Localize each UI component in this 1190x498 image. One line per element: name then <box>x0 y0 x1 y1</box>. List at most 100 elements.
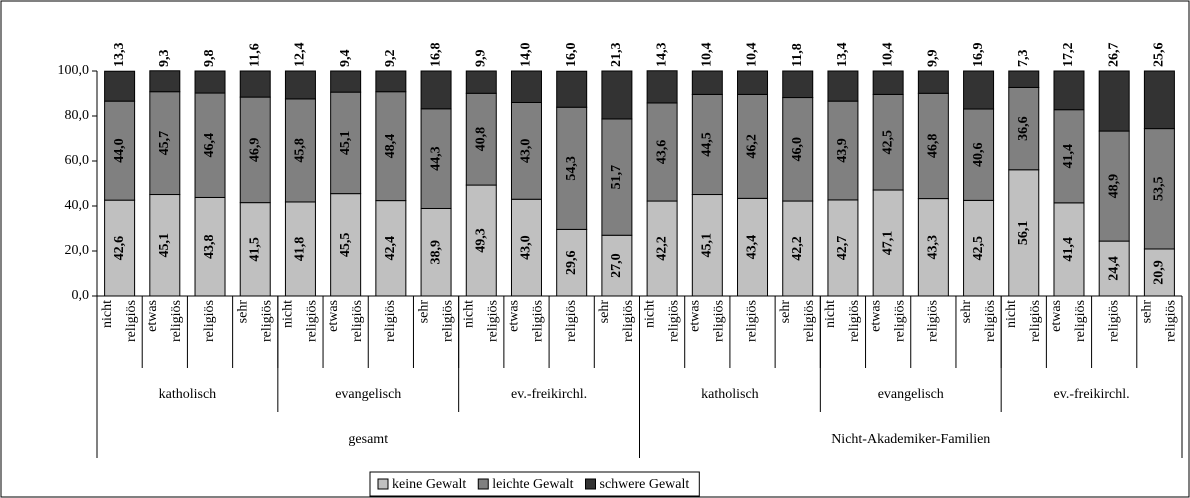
x-tick-label: religiös <box>1106 300 1121 342</box>
bar-segment <box>510 70 542 103</box>
value-label: 44,0 <box>112 138 127 163</box>
bar-segment <box>917 92 949 200</box>
bar-segment <box>420 108 452 209</box>
x-tick-label: religiös <box>983 300 998 342</box>
x-tick-label: religiös <box>350 300 365 342</box>
value-label: 47,1 <box>880 231 895 256</box>
value-label: 42,7 <box>835 236 850 261</box>
x-tick-label: nicht <box>281 300 296 328</box>
bar-segment <box>963 70 995 110</box>
bar-segment <box>601 70 633 120</box>
bar-segment <box>465 70 497 94</box>
bar-segment <box>1008 169 1040 297</box>
bar-segment <box>149 70 181 93</box>
value-label: 12,4 <box>293 43 308 68</box>
bar-segment <box>510 198 542 297</box>
bar-segment <box>872 93 904 191</box>
bar-segment <box>239 96 271 204</box>
x-tick-label: religiös <box>564 300 579 342</box>
x-tick-label: religiös <box>847 300 862 342</box>
value-label: 9,2 <box>383 50 398 68</box>
group-label: katholisch <box>701 387 759 402</box>
x-tick-label: etwas <box>507 300 522 332</box>
value-label: 41,8 <box>293 237 308 262</box>
value-label: 42,2 <box>654 236 669 261</box>
value-label: 42,2 <box>790 236 805 261</box>
value-label: 45,1 <box>338 131 353 156</box>
value-label: 46,9 <box>247 138 262 163</box>
bar-segment <box>465 184 497 297</box>
x-tick-label: religiös <box>202 300 217 342</box>
group-label: ev.-freikirchl. <box>511 387 587 402</box>
legend-swatch <box>585 478 596 490</box>
value-label: 40,8 <box>473 127 488 152</box>
value-label: 10,4 <box>745 43 760 68</box>
legend-box <box>369 471 700 497</box>
value-label: 45,7 <box>157 131 172 156</box>
bar-segment <box>1143 70 1175 130</box>
value-label: 42,4 <box>383 236 398 260</box>
bar-segment <box>420 207 452 297</box>
bar-segment <box>963 108 995 201</box>
x-tick-label: sehr <box>959 300 974 324</box>
value-label: 9,9 <box>926 50 941 68</box>
value-label: 43,6 <box>654 140 669 165</box>
bar-segment <box>239 202 271 297</box>
value-label: 16,9 <box>971 43 986 68</box>
value-label: 29,6 <box>564 250 579 275</box>
value-label: 21,3 <box>609 43 624 68</box>
y-tick-label: 60,0 <box>65 153 90 168</box>
value-label: 41,4 <box>1061 144 1076 169</box>
value-label: 16,8 <box>428 43 443 68</box>
x-tick-label: nicht <box>1004 300 1019 328</box>
y-tick-label: 20,0 <box>65 243 90 258</box>
value-label: 10,4 <box>880 43 895 68</box>
bar-segment <box>556 70 588 108</box>
x-tick-label: etwas <box>688 300 703 332</box>
x-tick-label: nicht <box>461 300 476 328</box>
value-label: 9,3 <box>157 50 172 68</box>
x-tick-label: religiös <box>745 300 760 342</box>
x-tick-label: religiös <box>124 300 139 342</box>
bar-segment <box>646 102 678 202</box>
legend-label: leichte Gewalt <box>492 477 573 492</box>
bar-segment <box>917 70 949 94</box>
x-tick-label: religiös <box>259 300 274 342</box>
value-label: 45,8 <box>293 138 308 163</box>
x-tick-label: sehr <box>235 300 250 324</box>
legend-swatch <box>477 478 489 490</box>
x-tick-label: religiös <box>892 300 907 342</box>
bar-segment <box>375 70 407 93</box>
value-label: 27,0 <box>609 253 624 278</box>
x-tick-label: religiös <box>802 300 817 342</box>
value-label: 56,1 <box>1016 221 1031 246</box>
bar-segment <box>646 70 678 104</box>
y-tick-label: 100,0 <box>58 63 90 78</box>
x-tick-label: nicht <box>642 300 657 328</box>
bar-segment <box>737 70 769 95</box>
y-tick-label: 0,0 <box>72 288 90 303</box>
value-label: 45,1 <box>157 233 172 258</box>
bar-segment <box>782 97 814 202</box>
x-tick-label: religiös <box>666 300 681 342</box>
x-tick-label: nicht <box>100 300 115 328</box>
bar-segment <box>1143 128 1175 250</box>
x-tick-label: sehr <box>416 300 431 324</box>
value-label: 43,9 <box>835 138 850 163</box>
value-label: 44,3 <box>428 146 443 171</box>
x-tick-label: sehr <box>1140 300 1155 324</box>
value-label: 48,4 <box>383 134 398 159</box>
value-label: 14,0 <box>519 43 534 68</box>
value-label: 26,7 <box>1106 43 1121 68</box>
bar-segment <box>556 228 588 297</box>
value-label: 48,9 <box>1106 174 1121 199</box>
value-label: 53,5 <box>1152 177 1167 202</box>
x-tick-label: religiös <box>621 300 636 342</box>
group-label: evangelisch <box>878 387 944 402</box>
bar-segment <box>239 70 271 98</box>
bar-segment <box>1053 70 1085 111</box>
value-label: 9,9 <box>473 50 488 68</box>
bar-segment <box>149 91 181 196</box>
value-label: 25,6 <box>1152 43 1167 68</box>
bar-segment <box>284 201 316 297</box>
